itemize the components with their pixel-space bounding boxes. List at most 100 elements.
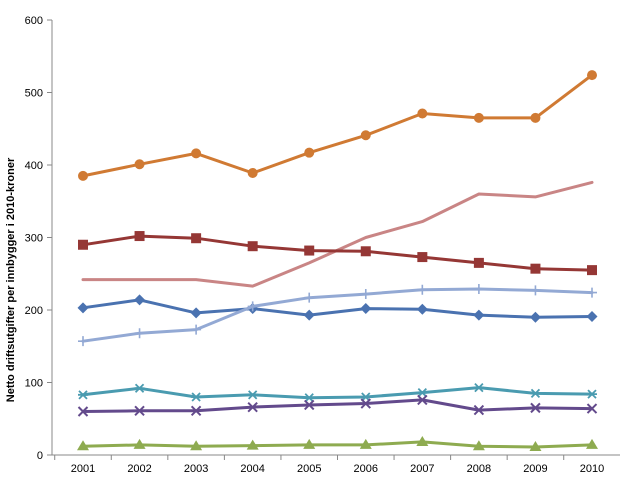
data-point xyxy=(134,159,145,170)
data-point xyxy=(586,438,598,449)
data-point xyxy=(134,328,145,339)
data-point xyxy=(190,405,202,416)
y-tick-label: 400 xyxy=(25,160,43,172)
y-tick-label: 200 xyxy=(25,305,43,317)
data-point xyxy=(303,438,316,449)
series-line xyxy=(81,298,594,319)
data-point xyxy=(586,403,598,414)
data-point xyxy=(473,283,484,294)
data-point xyxy=(587,70,597,81)
data-point xyxy=(473,112,484,123)
x-tick-label: 2005 xyxy=(297,463,321,475)
x-tick-label: 2006 xyxy=(354,463,378,475)
data-point xyxy=(78,390,88,400)
x-tick-label: 2007 xyxy=(410,463,434,475)
y-axis-tick-labels: 0 100 200 300 400 500 600 xyxy=(25,15,43,462)
data-point xyxy=(360,246,371,257)
data-point xyxy=(360,303,372,315)
data-point xyxy=(190,307,202,319)
data-point xyxy=(191,324,202,335)
data-point xyxy=(134,231,145,242)
data-point xyxy=(191,148,202,159)
data-point xyxy=(134,405,145,416)
y-tick-label: 0 xyxy=(37,450,43,462)
data-point xyxy=(304,399,315,411)
data-point xyxy=(360,398,371,409)
series-line xyxy=(81,73,594,178)
chart-series xyxy=(77,70,598,452)
y-tick-label: 500 xyxy=(25,88,43,100)
data-point xyxy=(134,294,146,306)
chart-axes xyxy=(47,19,620,460)
data-point xyxy=(77,440,89,451)
series-line xyxy=(81,180,594,288)
data-point xyxy=(304,292,315,303)
data-point xyxy=(247,167,258,178)
data-point xyxy=(360,130,371,141)
data-point xyxy=(304,147,315,158)
y-tick-label: 300 xyxy=(25,233,43,245)
data-point xyxy=(473,257,484,268)
data-point xyxy=(77,302,89,314)
data-point xyxy=(417,284,428,295)
series-3 xyxy=(78,231,597,276)
series-line xyxy=(81,287,594,343)
x-tick-label: 2009 xyxy=(523,463,547,475)
x-tick-label: 2002 xyxy=(127,463,151,475)
data-point xyxy=(416,303,428,315)
data-point xyxy=(77,406,89,417)
data-point xyxy=(303,309,315,321)
data-point xyxy=(530,263,541,274)
data-point xyxy=(530,112,541,123)
series-line xyxy=(81,386,594,400)
data-point xyxy=(529,441,542,452)
data-point xyxy=(78,239,88,250)
data-point xyxy=(586,311,598,323)
data-point xyxy=(247,241,258,252)
data-point xyxy=(247,401,258,413)
data-point xyxy=(190,440,203,451)
x-tick-label: 2004 xyxy=(240,463,264,475)
x-tick-label: 2001 xyxy=(71,463,95,475)
series-line xyxy=(81,398,594,413)
data-point xyxy=(304,393,315,403)
series-line xyxy=(81,234,594,272)
data-point xyxy=(530,388,541,399)
y-axis-label: Netto driftsutgifter per innbygger i 201… xyxy=(5,157,17,402)
data-point xyxy=(417,252,428,263)
data-point xyxy=(473,382,484,393)
x-axis-tick-labels: 2001 2002 2003 2004 2005 2006 2007 2008 2009 2010 xyxy=(71,463,604,475)
data-point xyxy=(417,388,428,398)
data-point xyxy=(134,383,145,393)
series-2 xyxy=(81,180,594,288)
data-point xyxy=(359,438,372,449)
series-1 xyxy=(78,70,597,181)
data-point xyxy=(417,108,428,119)
x-tick-label: 2003 xyxy=(184,463,208,475)
series-7 xyxy=(77,394,598,417)
data-point xyxy=(587,265,597,276)
data-point xyxy=(416,435,429,446)
data-point xyxy=(587,389,597,399)
data-point xyxy=(587,287,597,298)
data-point xyxy=(472,440,485,451)
data-point xyxy=(304,245,315,256)
data-point xyxy=(247,301,258,312)
y-tick-label: 600 xyxy=(25,15,43,27)
data-point xyxy=(246,439,259,450)
data-point xyxy=(473,404,485,416)
data-point xyxy=(191,233,202,244)
series-8 xyxy=(77,435,598,452)
data-point xyxy=(78,170,88,181)
data-point xyxy=(417,394,428,406)
data-point xyxy=(530,285,541,296)
data-point xyxy=(191,392,202,402)
series-6 xyxy=(78,382,597,403)
data-point xyxy=(530,402,541,414)
data-point xyxy=(473,309,485,321)
series-5 xyxy=(78,283,597,347)
data-point xyxy=(78,336,88,347)
data-point xyxy=(529,311,541,323)
series-line xyxy=(81,440,594,449)
